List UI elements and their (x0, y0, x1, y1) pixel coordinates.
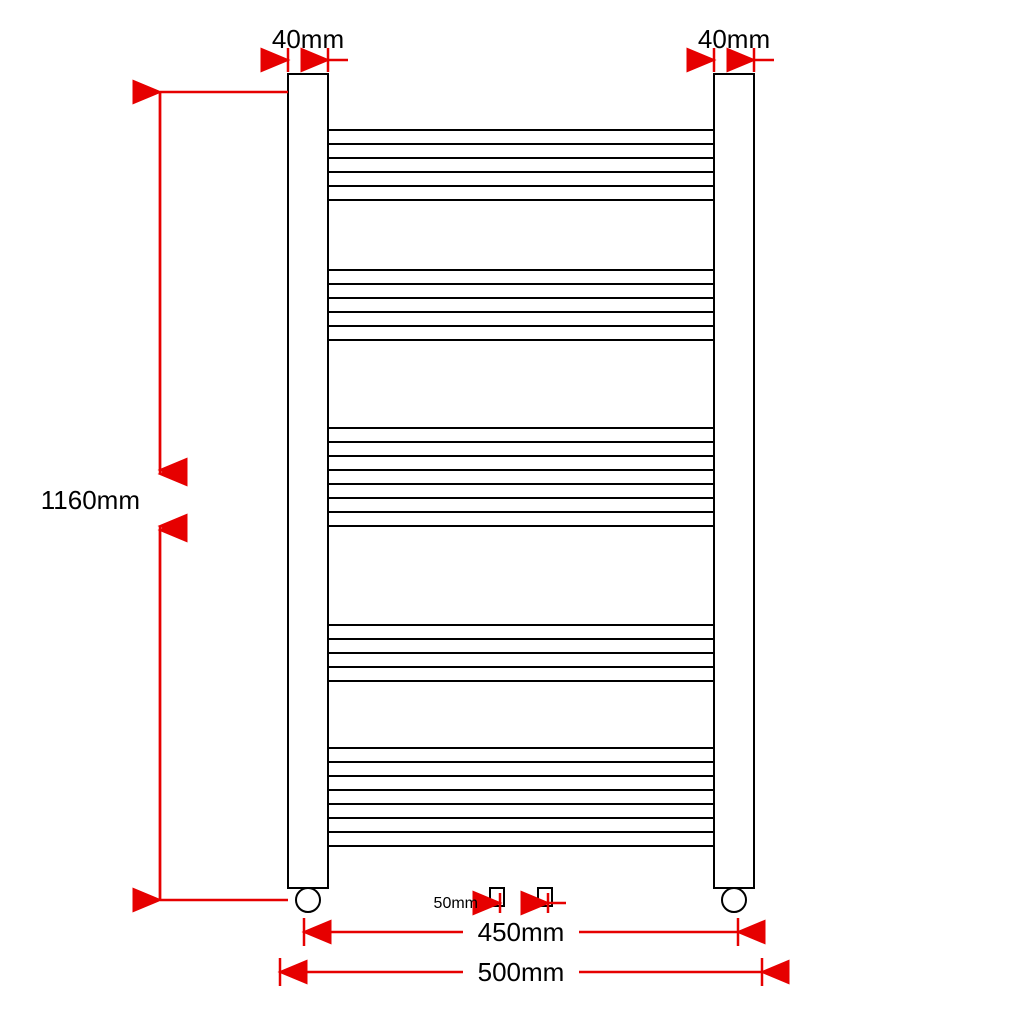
left-tube (288, 74, 328, 888)
height-dim-label: 1160mm (41, 485, 140, 515)
tube-left-dim-label: 40mm (272, 24, 344, 54)
inner-width-dim-label: 450mm (478, 917, 565, 947)
left-foot (296, 888, 320, 912)
outer-width-dim-label: 500mm (478, 957, 565, 987)
radiator-dimension-diagram: 40mm 40mm 1160mm 50mm450mm 500mm (0, 0, 1024, 1024)
valve-gap-dim-label: 50mm (434, 895, 478, 912)
right-foot (722, 888, 746, 912)
right-tube (714, 74, 754, 888)
tube-right-dim-label: 40mm (698, 24, 770, 54)
